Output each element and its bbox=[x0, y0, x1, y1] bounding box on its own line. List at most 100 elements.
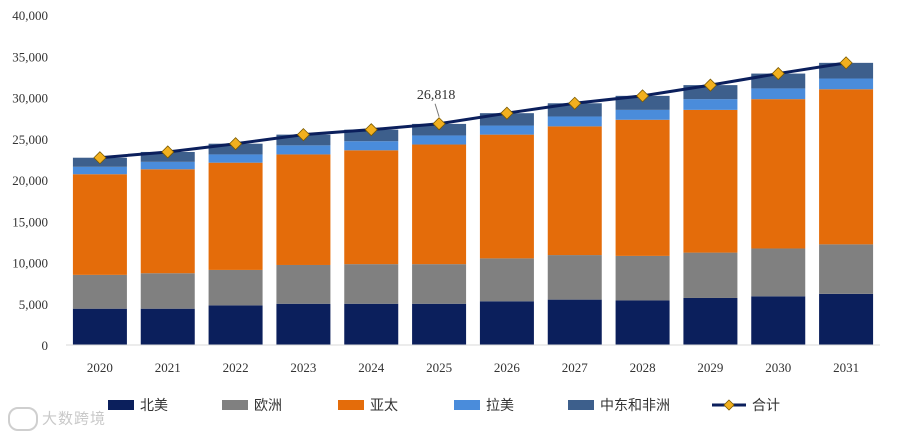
bar-segment bbox=[479, 301, 534, 345]
x-tick-label: 2031 bbox=[833, 360, 859, 375]
y-tick-label: 40,000 bbox=[12, 8, 48, 23]
total-marker bbox=[364, 123, 378, 137]
bar-segment bbox=[683, 99, 738, 110]
total-marker bbox=[296, 128, 310, 142]
x-tick-label: 2026 bbox=[494, 360, 521, 375]
y-tick-label: 15,000 bbox=[12, 214, 48, 229]
bar-segment bbox=[615, 255, 670, 301]
total-line bbox=[93, 56, 853, 165]
bar-segment bbox=[547, 255, 602, 300]
total-marker bbox=[229, 137, 243, 151]
legend: 北美 欧洲 亚太 拉美 中东和非洲 合计 bbox=[108, 398, 780, 414]
legend-label: 中东和非洲 bbox=[600, 398, 670, 414]
y-axis: 0 5,000 10,000 15,000 20,000 25,000 30,000 35,0… bbox=[12, 8, 48, 353]
bar-segment bbox=[615, 300, 670, 345]
y-tick-label: 25,000 bbox=[12, 132, 48, 147]
total-marker bbox=[568, 96, 582, 110]
legend-label: 拉美 bbox=[486, 398, 514, 414]
bar-segment bbox=[344, 141, 399, 151]
bar-segment bbox=[479, 258, 534, 302]
bar-segment bbox=[412, 303, 467, 345]
legend-swatch bbox=[338, 400, 364, 410]
bar-segment bbox=[547, 126, 602, 256]
y-tick-label: 20,000 bbox=[12, 173, 48, 188]
legend-marker-swatch bbox=[723, 399, 735, 411]
total-marker bbox=[93, 151, 107, 165]
bar-segment bbox=[819, 89, 874, 245]
bar-segment bbox=[819, 244, 874, 294]
legend-swatch bbox=[222, 400, 248, 410]
x-tick-label: 2030 bbox=[765, 360, 791, 375]
bar-segment bbox=[819, 78, 874, 90]
annotation-leader-line bbox=[434, 103, 440, 117]
x-tick-label: 2025 bbox=[426, 360, 452, 375]
bar-segment bbox=[412, 264, 467, 304]
bar-segment bbox=[72, 166, 127, 175]
bar-segment bbox=[683, 109, 738, 253]
total-marker bbox=[432, 117, 446, 131]
bar-segment bbox=[140, 308, 195, 345]
bar-segment bbox=[412, 135, 467, 145]
bars bbox=[72, 62, 874, 345]
legend-label: 北美 bbox=[140, 398, 168, 414]
x-tick-label: 2021 bbox=[155, 360, 181, 375]
bar-segment bbox=[208, 154, 263, 163]
legend-swatch bbox=[568, 400, 594, 410]
bar-segment bbox=[751, 88, 806, 100]
bar-segment bbox=[615, 119, 670, 256]
legend-swatch bbox=[454, 400, 480, 410]
bar-segment bbox=[72, 274, 127, 309]
bar-segment bbox=[208, 305, 263, 345]
total-marker bbox=[703, 78, 717, 92]
bar-segment bbox=[751, 296, 806, 345]
bar-segment bbox=[819, 293, 874, 345]
y-tick-label: 0 bbox=[42, 338, 49, 353]
total-marker bbox=[161, 145, 175, 159]
x-tick-label: 2027 bbox=[562, 360, 589, 375]
legend-swatch bbox=[108, 400, 134, 410]
y-tick-label: 5,000 bbox=[19, 297, 48, 312]
bar-segment bbox=[412, 144, 467, 265]
total-marker bbox=[636, 89, 650, 103]
bar-segment bbox=[276, 303, 331, 345]
bar-segment bbox=[276, 154, 331, 265]
total-marker bbox=[771, 67, 785, 81]
bar-segment bbox=[208, 269, 263, 306]
total-line-path bbox=[99, 61, 847, 160]
bar-segment bbox=[140, 169, 195, 274]
bar-segment bbox=[547, 116, 602, 127]
bar-segment bbox=[479, 134, 534, 259]
x-tick-label: 2028 bbox=[630, 360, 656, 375]
bar-segment bbox=[751, 99, 806, 249]
bar-segment bbox=[72, 308, 127, 345]
y-tick-label: 30,000 bbox=[12, 91, 48, 106]
watermark-text: 大数跨境 bbox=[42, 409, 107, 428]
watermark-logo-icon bbox=[8, 407, 38, 431]
bar-segment bbox=[344, 150, 399, 265]
total-annotation-label: 26,818 bbox=[417, 88, 456, 103]
bar-segment bbox=[683, 252, 738, 298]
x-tick-label: 2023 bbox=[290, 360, 316, 375]
y-tick-label: 10,000 bbox=[12, 256, 48, 271]
bar-segment bbox=[479, 125, 534, 135]
bar-segment bbox=[344, 264, 399, 304]
legend-label: 亚太 bbox=[370, 398, 398, 414]
x-tick-label: 2022 bbox=[223, 360, 249, 375]
watermark: 大数跨境 bbox=[8, 407, 106, 431]
bar-segment bbox=[751, 248, 806, 297]
bar-segment bbox=[276, 145, 331, 155]
bar-segment bbox=[208, 162, 263, 270]
bar-segment bbox=[683, 297, 738, 345]
bar-segment bbox=[276, 264, 331, 304]
bar-segment bbox=[140, 273, 195, 309]
legend-label: 欧洲 bbox=[254, 398, 282, 414]
x-tick-label: 2029 bbox=[697, 360, 723, 375]
x-axis: 2020 2021 2022 2023 2024 2025 2026 2027 2028 2029… bbox=[66, 344, 880, 375]
legend-label: 合计 bbox=[752, 398, 780, 414]
bar-segment bbox=[547, 299, 602, 345]
bar-segment bbox=[615, 109, 670, 120]
bar-segment bbox=[819, 62, 874, 79]
y-tick-label: 35,000 bbox=[12, 49, 48, 64]
bar-segment bbox=[140, 161, 195, 170]
